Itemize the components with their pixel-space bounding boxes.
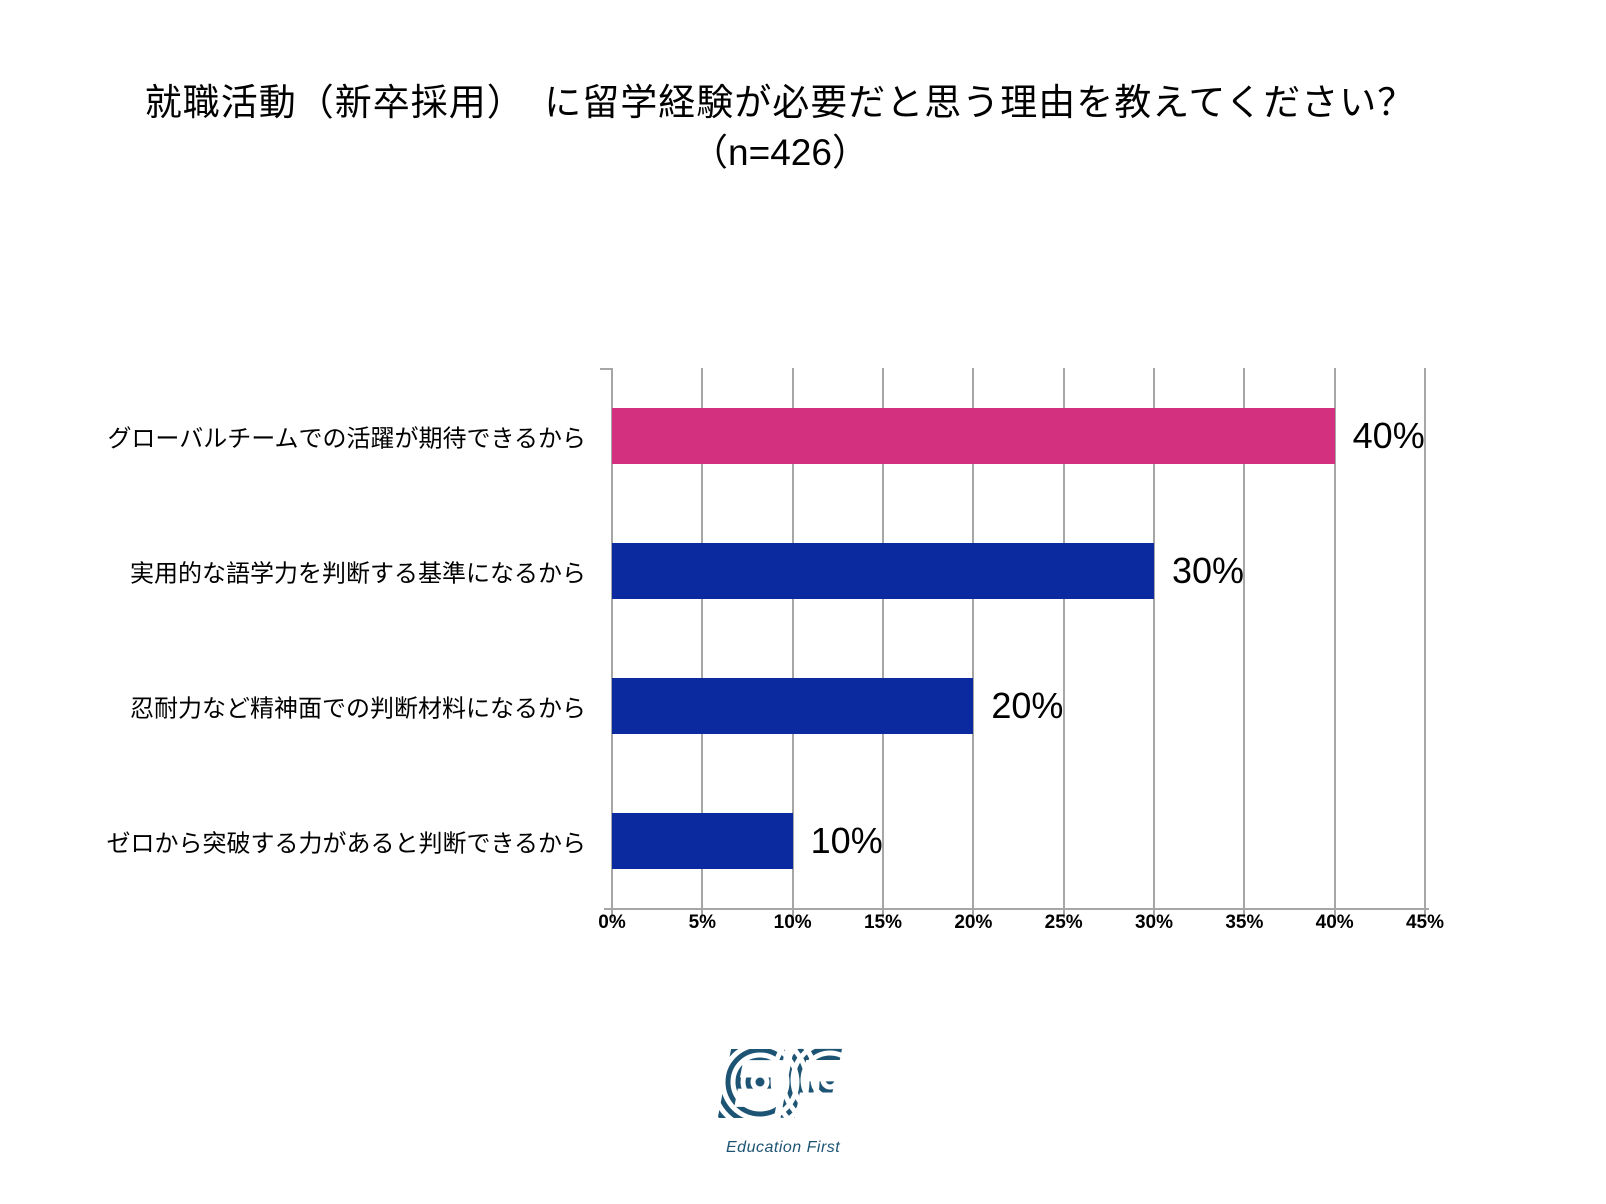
- gridline: [1062, 368, 1065, 908]
- gridline: [1153, 368, 1155, 908]
- x-axis-tick-label: 30%: [1134, 912, 1174, 933]
- logo-caption: Education First: [726, 1139, 841, 1156]
- x-axis-tick: [1062, 910, 1065, 918]
- gridline: [611, 368, 613, 908]
- y-axis-top-tick: [600, 368, 612, 370]
- chart-title-block: 就職活動（新卒採用） に留学経験が必要だと思う理由を教えてください？ （n=42…: [0, 78, 1560, 178]
- x-axis-tick: [791, 910, 794, 918]
- value-label: 20%: [991, 684, 1064, 726]
- gridline: [1424, 368, 1426, 908]
- gridline: [1243, 368, 1246, 908]
- bar: [612, 542, 1154, 599]
- bar: [612, 677, 974, 734]
- x-axis-tick-label: 10%: [773, 912, 812, 933]
- gridline: [1333, 368, 1336, 908]
- category-label: ゼロから突破する力があると判断できるから: [106, 830, 586, 857]
- x-axis-tick-label: 45%: [1405, 912, 1445, 933]
- value-label: 40%: [1352, 414, 1425, 456]
- chart-subtitle-n: （n=426）: [691, 131, 869, 173]
- gridline: [791, 368, 794, 908]
- gridline: [972, 368, 975, 908]
- x-axis-tick: [972, 910, 975, 918]
- value-label: 30%: [1172, 549, 1245, 591]
- x-axis-tick-label: 5%: [688, 912, 717, 933]
- x-axis-tick-label: 25%: [1044, 912, 1083, 933]
- gridline: [701, 368, 704, 908]
- ef-education-first-logo: EF: [716, 1028, 843, 1140]
- chart-title: 就職活動（新卒採用） に留学経験が必要だと思う理由を教えてください？: [144, 82, 1416, 123]
- footer-logo-block: EF: [716, 1028, 888, 1157]
- x-axis-tick: [1333, 910, 1336, 918]
- x-axis-tick: [1243, 910, 1246, 918]
- category-label: グローバルチームでの活躍が期待できるから: [107, 425, 586, 452]
- category-label: 忍耐力など精神面での判断材料になるから: [130, 695, 586, 722]
- plot-area: [611, 368, 1426, 908]
- category-label: 実用的な語学力を判断する基準になるから: [130, 560, 586, 587]
- gridline: [882, 368, 884, 908]
- x-axis-tick-label: 20%: [954, 912, 993, 933]
- x-axis-tick-label: 0%: [598, 912, 626, 933]
- x-axis-tick: [611, 910, 613, 918]
- x-axis-tick-label: 15%: [863, 912, 903, 933]
- x-axis-line: [604, 908, 1429, 910]
- value-label: 10%: [810, 819, 883, 861]
- x-axis-tick: [1424, 910, 1426, 918]
- x-axis-tick-label: 35%: [1225, 912, 1264, 933]
- bar: [612, 407, 1335, 464]
- x-axis-tick: [882, 910, 884, 918]
- bar: [612, 812, 793, 869]
- x-axis-tick: [1153, 910, 1155, 918]
- x-axis-tick: [701, 910, 704, 918]
- x-axis-tick-label: 40%: [1315, 912, 1354, 933]
